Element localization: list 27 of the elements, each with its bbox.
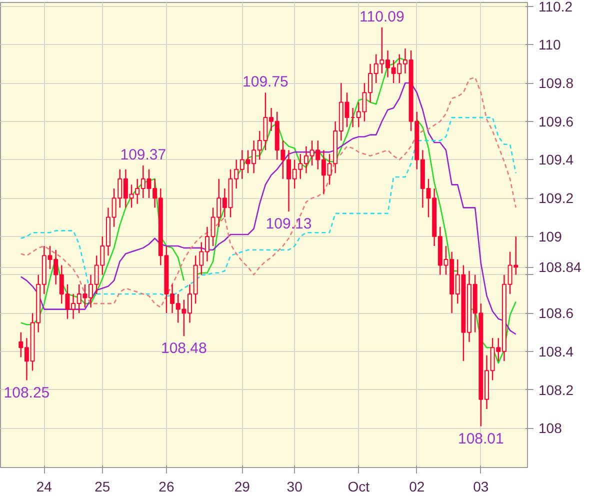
y-tick-label: 109.2	[538, 190, 574, 206]
annotation: 109.75	[242, 74, 288, 91]
y-tick-label: 110	[538, 36, 562, 53]
annotation: 109.37	[120, 146, 166, 164]
annotation: 108.48	[160, 340, 207, 358]
y-tick-label: 108.84	[538, 259, 582, 276]
y-tick-label: 109	[538, 228, 562, 244]
x-tick-label: 03	[473, 478, 489, 494]
x-tick-label: 30	[286, 478, 303, 494]
x-tick-label: 29	[234, 478, 250, 494]
y-tick-label: 108.6	[538, 305, 574, 322]
x-tick-label: 26	[158, 478, 174, 494]
annotation: 108.25	[4, 384, 50, 402]
x-tick-label: 24	[36, 478, 52, 494]
y-tick-label: 109.8	[538, 75, 574, 92]
y-tick-label: 108.2	[538, 382, 574, 398]
annotation: 109.13	[266, 216, 312, 233]
y-tick-label: 108	[538, 420, 562, 436]
y-tick-label: 108.4	[538, 343, 574, 360]
y-tick-label: 109.4	[538, 152, 574, 168]
annotation: 108.01	[458, 430, 504, 448]
x-tick-label: 02	[409, 478, 425, 494]
y-tick-label: 110.2	[538, 0, 573, 14]
y-tick-label: 109.6	[538, 113, 574, 130]
x-tick-label: Oct	[348, 478, 370, 494]
annotation: 110.09	[360, 8, 404, 26]
x-tick-label: 25	[94, 478, 110, 494]
